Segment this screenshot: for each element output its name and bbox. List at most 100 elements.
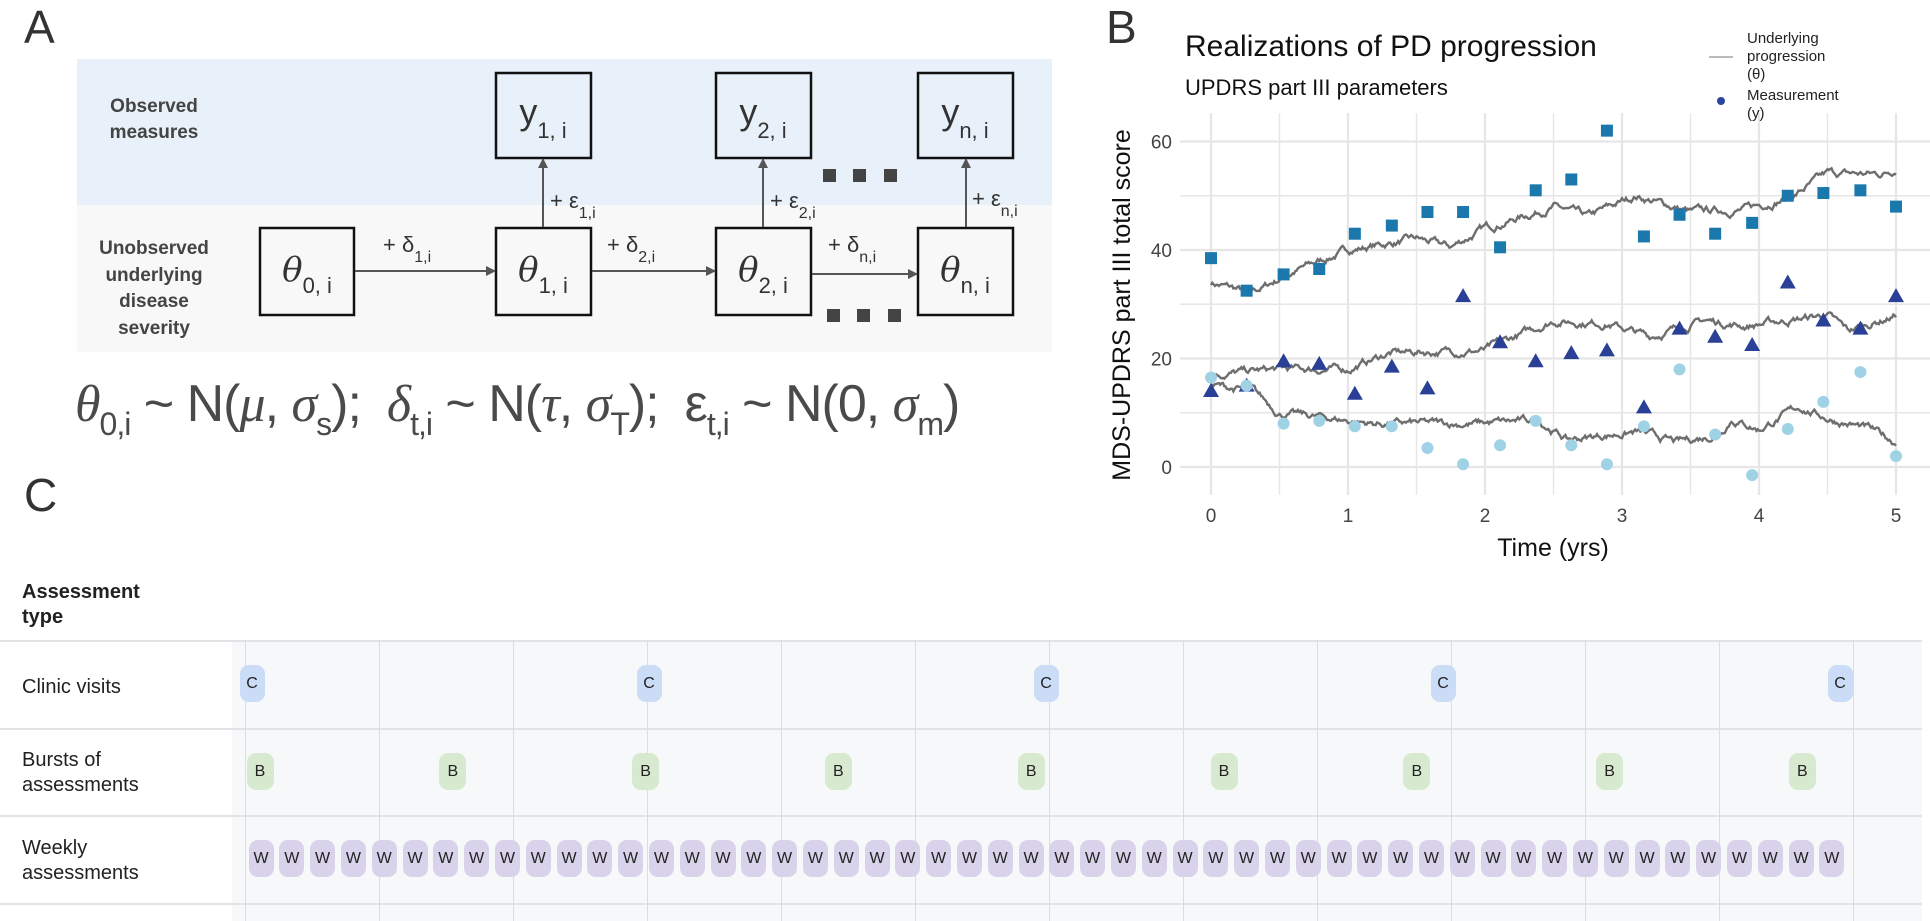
weekly-assessment-badge: W — [1018, 840, 1044, 877]
measurement-triangle — [1744, 336, 1761, 351]
x-tick-label: 0 — [1206, 506, 1217, 527]
clinic-visit-badge: C — [239, 665, 265, 702]
burst-assessment-badge: B — [1788, 753, 1816, 790]
column-divider — [1719, 640, 1720, 921]
weekly-assessment-badge: W — [895, 840, 921, 877]
observed-label: Observed — [110, 96, 198, 117]
weekly-assessment-badge: W — [1110, 840, 1136, 877]
measurement-triangle — [1419, 380, 1436, 395]
panel-label-c: C — [24, 469, 58, 521]
measurement-triangle — [1455, 288, 1472, 303]
clinic-visit-badge: C — [1430, 665, 1456, 702]
measurement-triangle — [1635, 399, 1652, 414]
measurement-square — [1600, 124, 1613, 137]
row-label-weekly: Weekly assessments — [22, 837, 139, 884]
weekly-assessment-badge: W — [741, 840, 767, 877]
schedule-header: Assessment type — [22, 581, 140, 628]
measurement-triangle — [1346, 385, 1363, 400]
weekly-assessment-badge: W — [1234, 840, 1260, 877]
measurement-triangle — [1563, 345, 1580, 360]
weekly-assessment-badge: W — [1603, 840, 1629, 877]
measurement-circle — [1421, 442, 1434, 455]
latent-box-n — [916, 226, 1015, 317]
legend-label-underlying: (θ) — [1747, 66, 1765, 83]
unobserved-label: underlying — [105, 265, 202, 286]
measurement-square — [1348, 227, 1361, 240]
column-divider — [1585, 640, 1586, 921]
measurement-triangle — [1311, 355, 1328, 370]
row-divider — [0, 815, 1922, 817]
weekly-assessment-badge: W — [494, 840, 520, 877]
column-divider — [781, 640, 782, 921]
weekly-assessment-badge: W — [1049, 840, 1075, 877]
x-tick-label: 3 — [1617, 506, 1628, 527]
measurement-circle — [1277, 417, 1290, 430]
y-tick-label: 20 — [1151, 350, 1172, 371]
latent-box-1 — [494, 226, 593, 317]
clinic-visit-badge: C — [636, 665, 662, 702]
weekly-assessment-badge: W — [618, 840, 644, 877]
measurement-square — [1637, 230, 1650, 243]
measurement-circle — [1529, 414, 1542, 427]
column-divider — [1049, 640, 1050, 921]
weekly-assessment-badge: W — [464, 840, 490, 877]
legend: Underlying progression (θ) Measurement (… — [1709, 30, 1840, 122]
weekly-assessment-badge: W — [710, 840, 736, 877]
transition-label: + δ1,i — [383, 232, 431, 266]
measurement-square — [1277, 268, 1290, 281]
chart-subtitle: UPDRS part III parameters — [1185, 75, 1448, 100]
weekly-assessment-badge: W — [1696, 840, 1722, 877]
weekly-assessment-badge: W — [1480, 840, 1506, 877]
panel-label-a: A — [24, 1, 55, 53]
measurement-circle — [1746, 469, 1759, 482]
panel-label-b: B — [1106, 1, 1137, 53]
clinic-visit-badge: C — [1033, 665, 1059, 702]
measurement-square — [1709, 227, 1722, 240]
error-label: + ε2,i — [770, 188, 816, 222]
measurement-square — [1313, 262, 1326, 275]
column-divider — [1183, 640, 1184, 921]
latent-box-label: θ1, i — [518, 250, 568, 298]
weekly-assessment-badge: W — [987, 840, 1013, 877]
legend-label-measurement: Measurement — [1747, 87, 1840, 104]
weekly-assessment-badge: W — [1203, 840, 1229, 877]
x-tick-label: 5 — [1891, 506, 1902, 527]
measurement-circle — [1890, 450, 1902, 463]
weekly-assessment-badge: W — [833, 840, 859, 877]
model-formula: θ0,i ~ N(μ, σs); δt,i ~ N(τ, σT); εt,i ~ N… — [75, 375, 960, 442]
measurement-triangle — [1383, 358, 1400, 373]
measurement-triangle — [1707, 328, 1724, 343]
measurement-triangle — [1203, 383, 1219, 398]
weekly-assessment-badge: W — [1726, 840, 1752, 877]
error-label: + ε1,i — [550, 188, 596, 222]
column-divider — [245, 640, 246, 921]
burst-assessment-badge: B — [1210, 753, 1238, 790]
measurement-square — [1817, 187, 1830, 200]
weekly-assessment-badge: W — [556, 840, 582, 877]
x-axis-title: Time (yrs) — [1497, 534, 1609, 562]
transition-label: + δ2,i — [607, 232, 655, 266]
weekly-assessment-badge: W — [248, 840, 274, 877]
measurement-circle — [1313, 414, 1326, 427]
weekly-assessment-badge: W — [310, 840, 336, 877]
error-label: + εn,i — [972, 186, 1018, 220]
weekly-assessment-badge: W — [1172, 840, 1198, 877]
weekly-assessment-badge: W — [648, 840, 674, 877]
y-axis-title: MDS-UPDRS part III total score — [1108, 129, 1136, 480]
y-tick-label: 0 — [1161, 458, 1172, 479]
weekly-assessment-badge: W — [1572, 840, 1598, 877]
measurement-triangle — [1275, 353, 1292, 368]
weekly-assessment-badge: W — [433, 840, 459, 877]
column-divider — [513, 640, 514, 921]
measurement-square — [1494, 241, 1507, 254]
measurement-circle — [1781, 423, 1794, 436]
weekly-assessment-badge: W — [1326, 840, 1352, 877]
weekly-assessment-badge: W — [1264, 840, 1290, 877]
x-tick-label: 4 — [1754, 506, 1765, 527]
weekly-assessment-badge: W — [340, 840, 366, 877]
weekly-assessment-badge: W — [279, 840, 305, 877]
measurement-circle — [1565, 439, 1578, 452]
weekly-assessment-badge: W — [1357, 840, 1383, 877]
weekly-assessment-badge: W — [587, 840, 613, 877]
legend-label-underlying: progression — [1747, 48, 1825, 65]
